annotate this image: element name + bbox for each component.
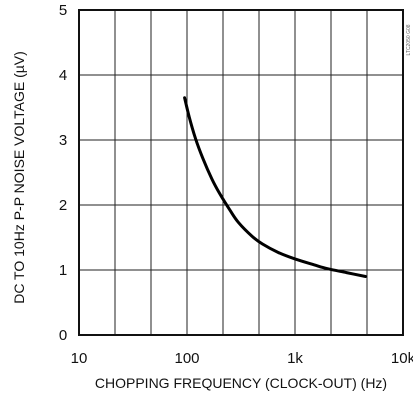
grid [79, 10, 403, 335]
y-axis-label: DC TO 10Hz P-P NOISE VOLTAGE (µV) [11, 51, 27, 304]
x-tick-label: 10k [391, 350, 413, 367]
x-tick-label: 10 [71, 350, 88, 367]
y-tick-label: 5 [59, 2, 67, 19]
y-tick-label: 2 [59, 197, 67, 214]
y-tick-labels: 0 1 2 3 4 5 [59, 2, 67, 344]
x-axis-label: CHOPPING FREQUENCY (CLOCK-OUT) (Hz) [95, 375, 387, 391]
series-line [183, 96, 368, 278]
y-tick-label: 0 [59, 327, 67, 344]
x-tick-label: 100 [174, 350, 199, 367]
x-tick-label: 1k [287, 350, 303, 367]
y-tick-label: 3 [59, 132, 67, 149]
figure-code: LTC2050 G08 [406, 24, 412, 55]
y-tick-label: 1 [59, 262, 67, 279]
plot-frame [78, 9, 404, 336]
y-tick-label: 4 [59, 67, 67, 84]
x-tick-labels: 10 100 1k 10k [71, 350, 413, 367]
